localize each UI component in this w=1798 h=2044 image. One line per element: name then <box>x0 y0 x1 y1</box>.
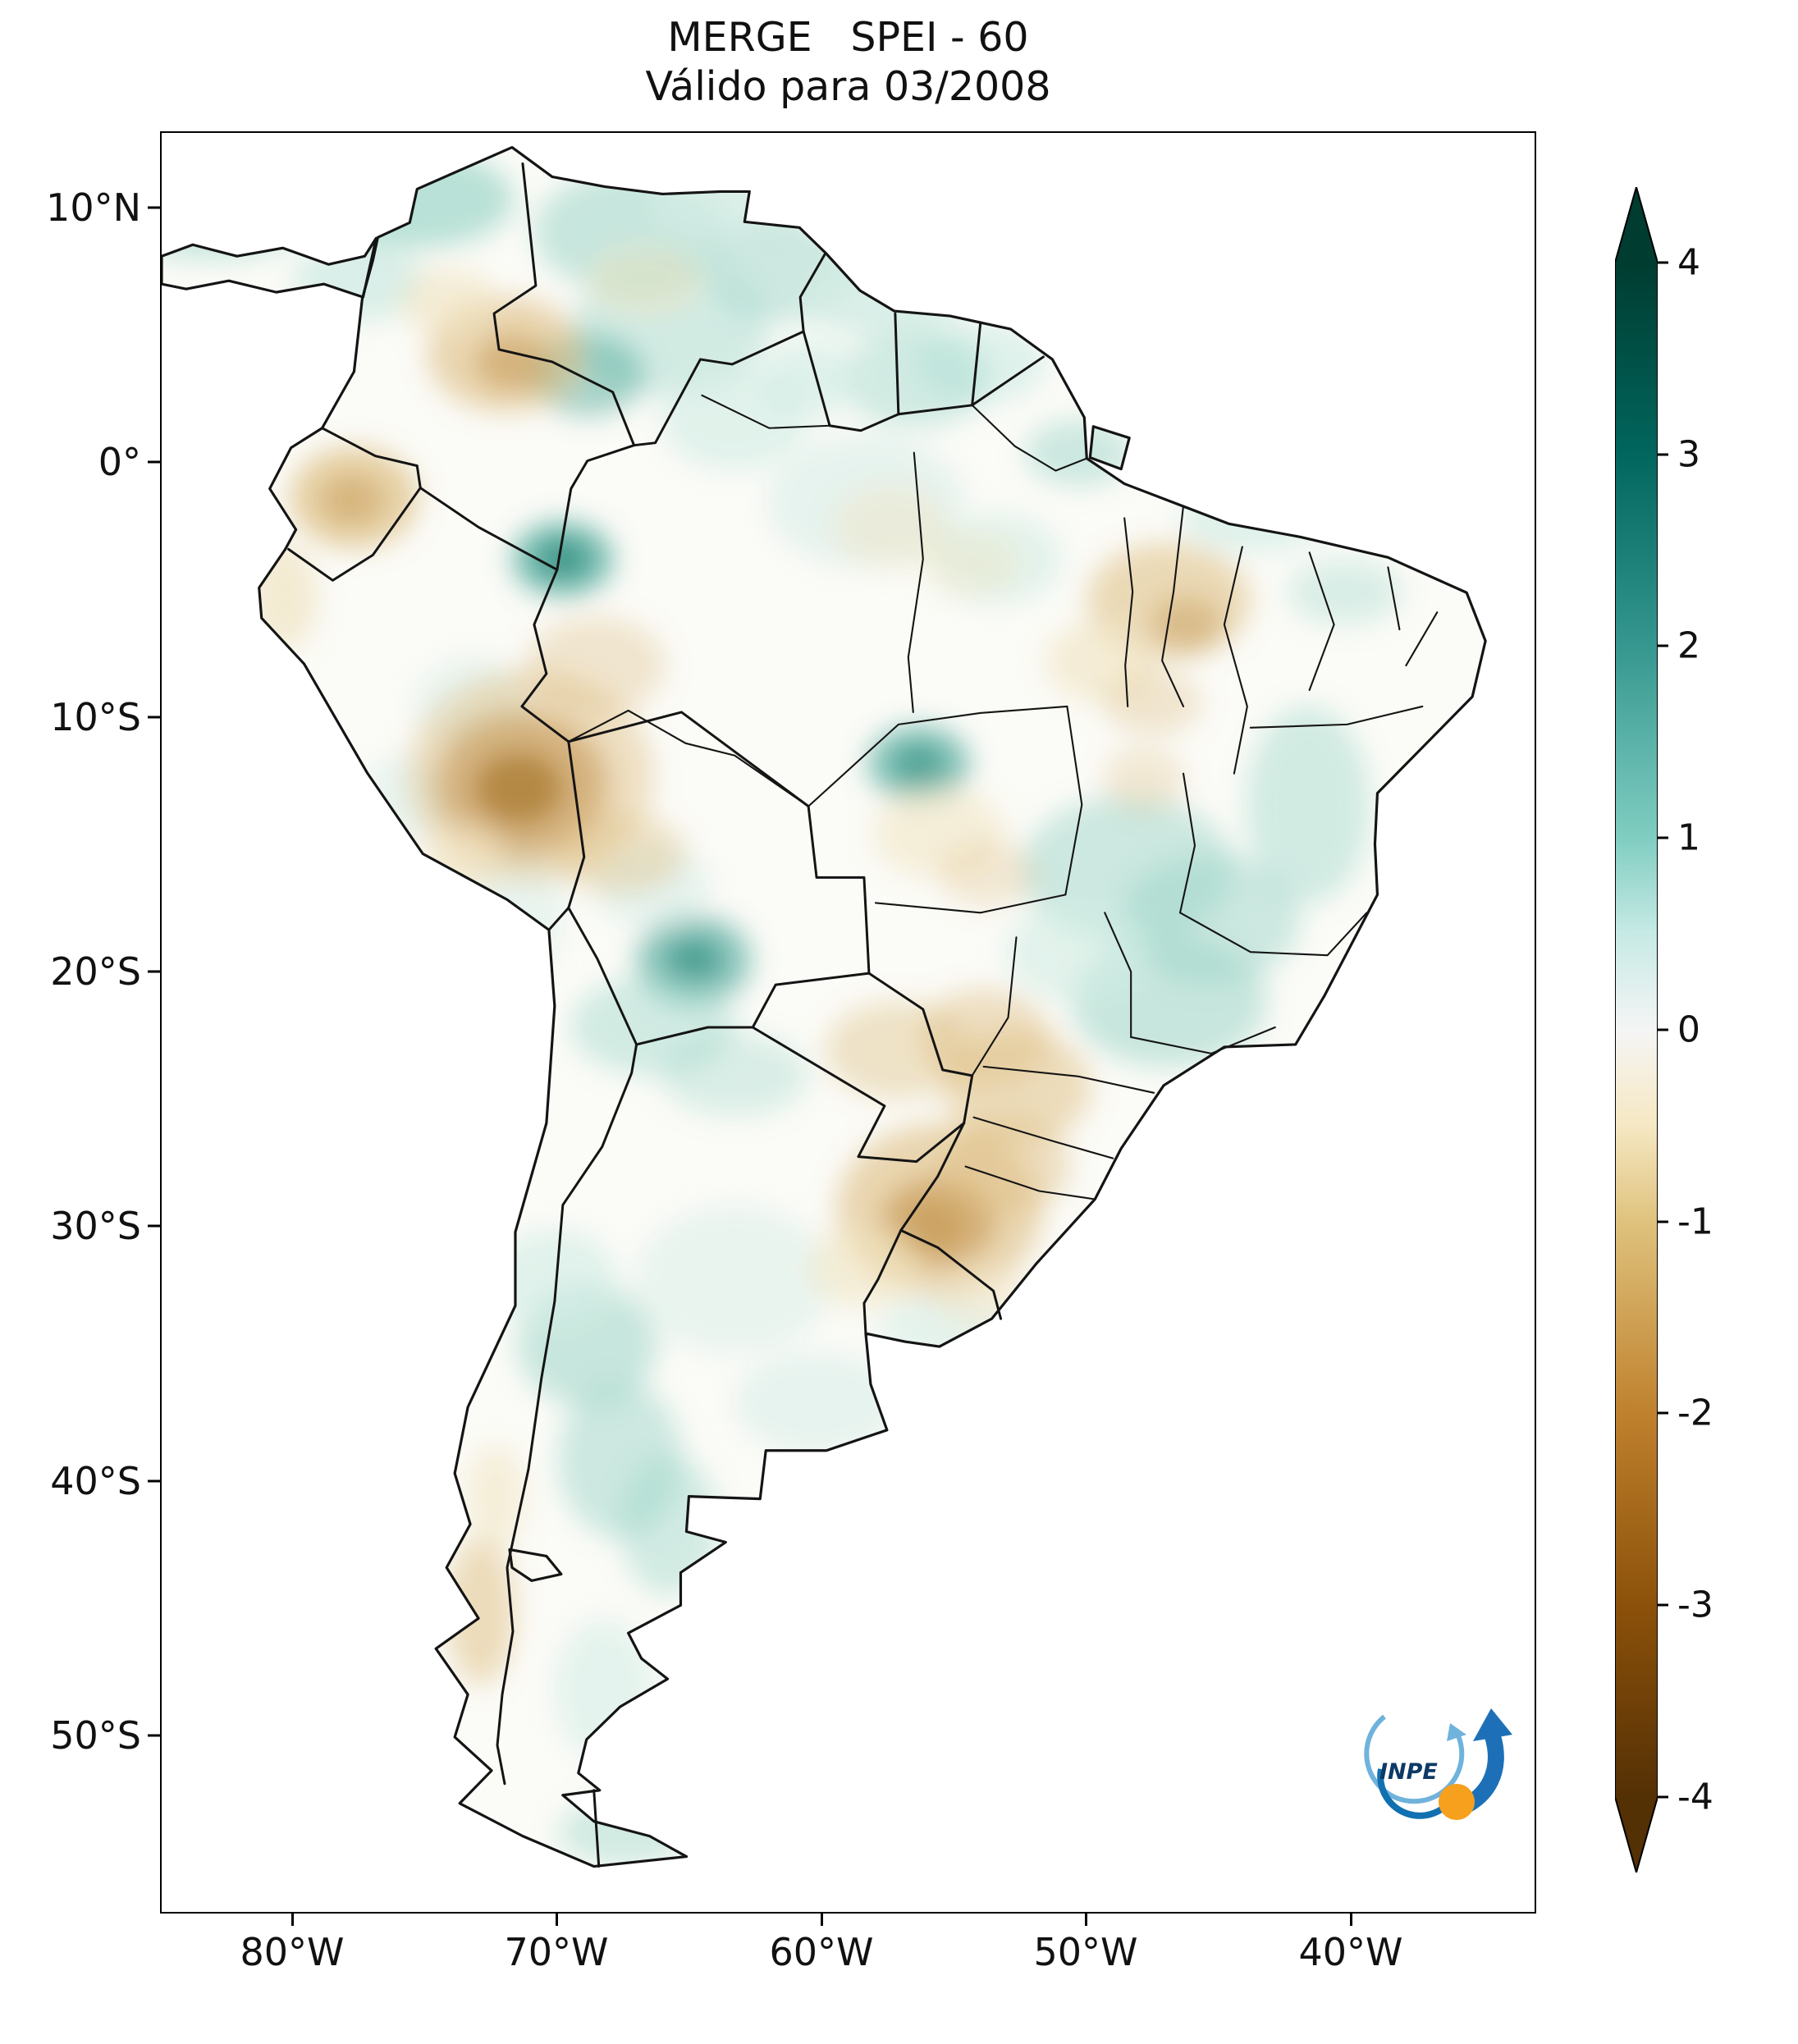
y-tick-mark <box>148 206 160 209</box>
x-tick-mark <box>820 1914 823 1926</box>
inpe-logo-text: INPE <box>1379 1759 1438 1785</box>
x-tick-label: 70°W <box>504 1930 609 1974</box>
x-tick-mark <box>1349 1914 1352 1926</box>
colorbar-tick-label: -1 <box>1677 1200 1713 1243</box>
x-tick-label: 40°W <box>1298 1930 1403 1974</box>
colorbar-tick-mark <box>1658 1028 1668 1031</box>
x-tick-mark <box>291 1914 294 1926</box>
south-america-map <box>162 145 1487 1868</box>
state-borders <box>567 394 1439 1200</box>
chart-subtitle: Válido para 03/2008 <box>645 62 1051 110</box>
colorbar-tick-mark <box>1658 836 1668 839</box>
chart-title: MERGE SPEI - 60 <box>667 14 1029 61</box>
colorbar-tick-mark <box>1658 453 1668 456</box>
y-tick-label: 0° <box>98 440 141 484</box>
colorbar-tick-mark <box>1658 1795 1668 1799</box>
colorbar-tick-mark <box>1658 1411 1668 1415</box>
y-tick-label: 50°S <box>50 1713 141 1758</box>
colorbar-gradient <box>1614 184 1658 1876</box>
colorbar-tick-label: 4 <box>1677 241 1700 284</box>
x-tick-label: 50°W <box>1033 1930 1138 1974</box>
colorbar-tick-label: -2 <box>1677 1392 1713 1434</box>
x-tick-mark <box>1084 1914 1087 1926</box>
inpe-logo-orange-dot <box>1439 1784 1475 1820</box>
y-tick-mark <box>148 460 160 464</box>
inpe-logo: INPE <box>1364 1708 1512 1820</box>
colorbar-tick-mark <box>1658 644 1668 647</box>
colorbar <box>1614 184 1658 1876</box>
title-block: MERGE SPEI - 60 Válido para 03/2008 <box>160 13 1536 112</box>
x-tick-label: 60°W <box>769 1930 874 1974</box>
y-tick-mark <box>148 1479 160 1483</box>
x-tick-label: 80°W <box>240 1930 345 1974</box>
y-tick-mark <box>148 1734 160 1737</box>
inpe-logo-swirl <box>1364 1708 1512 1820</box>
y-tick-mark <box>148 970 160 973</box>
y-tick-label: 10°N <box>46 185 141 230</box>
colorbar-tick-label: 0 <box>1677 1008 1700 1051</box>
y-tick-mark <box>148 1224 160 1228</box>
colorbar-tick-label: 1 <box>1677 816 1700 859</box>
y-tick-label: 40°S <box>50 1459 141 1503</box>
colorbar-tick-label: -4 <box>1677 1776 1713 1818</box>
colorbar-tick-label: -3 <box>1677 1584 1713 1626</box>
colorbar-tick-label: 3 <box>1677 433 1700 476</box>
y-tick-label: 10°S <box>50 695 141 739</box>
country-borders <box>287 162 1045 1868</box>
y-tick-label: 20°S <box>50 949 141 994</box>
colorbar-tick-mark <box>1658 1603 1668 1607</box>
colorbar-tick-mark <box>1658 261 1668 264</box>
colorbar-tick-label: 2 <box>1677 624 1700 667</box>
colorbar-tick-mark <box>1658 1220 1668 1223</box>
y-tick-mark <box>148 716 160 719</box>
y-tick-label: 30°S <box>50 1204 141 1248</box>
colorbar-extend-min <box>1615 1797 1658 1873</box>
colorbar-extend-max <box>1615 187 1658 263</box>
x-tick-mark <box>555 1914 558 1926</box>
map-plot-area: INPE <box>160 131 1536 1914</box>
